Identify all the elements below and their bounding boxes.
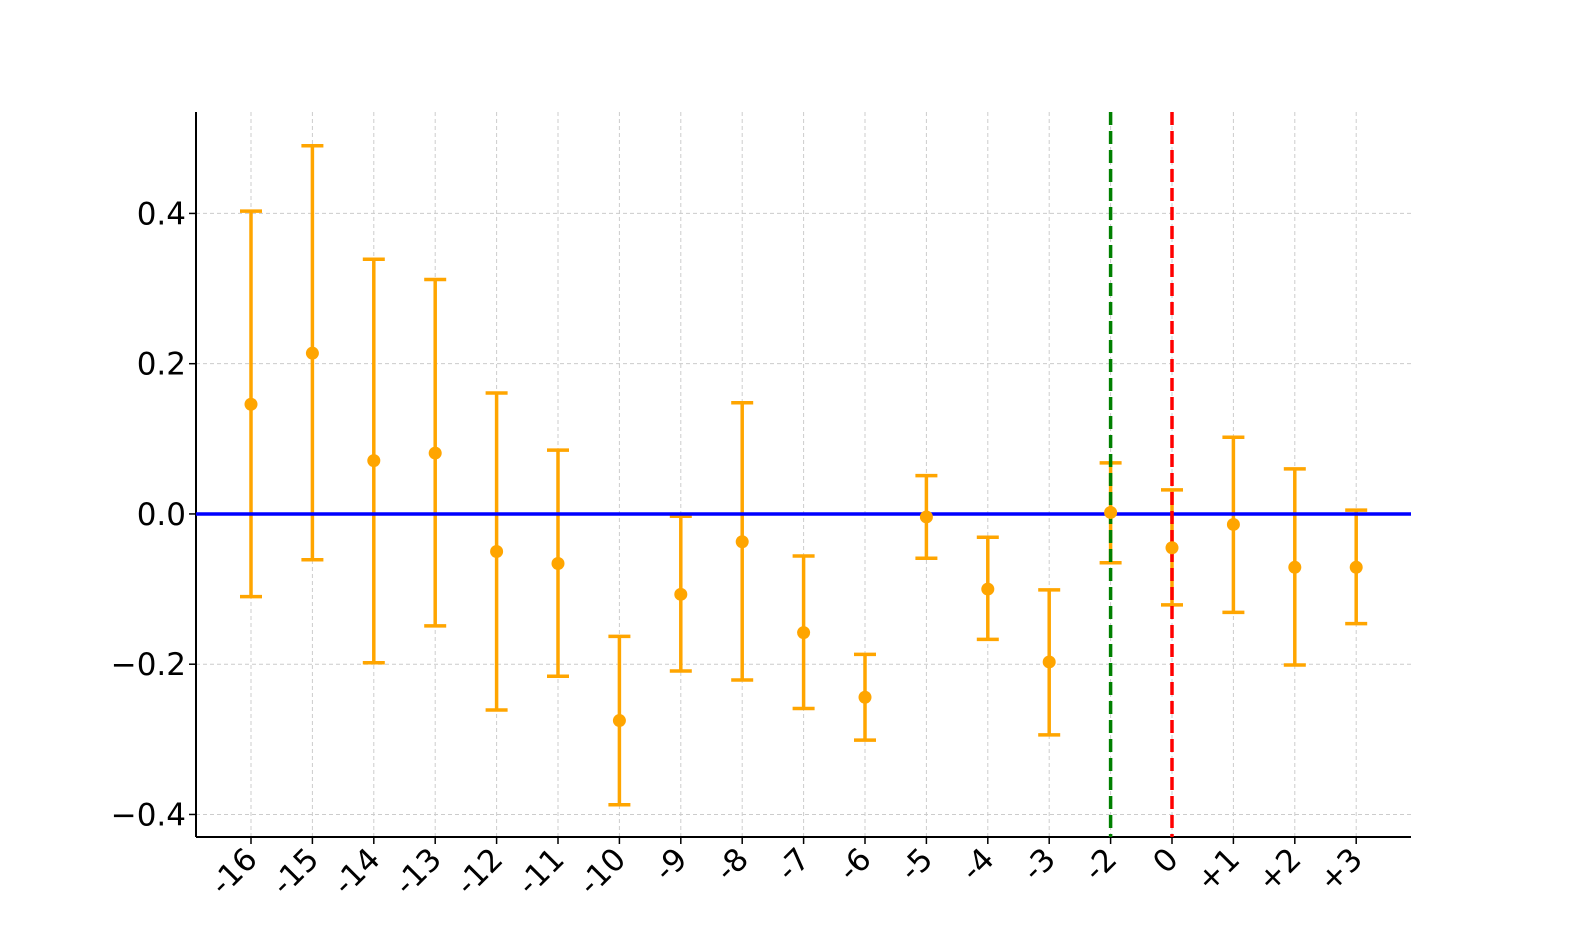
x-tick-label: -8	[709, 841, 756, 888]
estimate-point	[1165, 541, 1179, 555]
y-tick-label: −0.2	[111, 647, 186, 683]
estimate-point	[1104, 505, 1118, 519]
estimate-point	[367, 454, 381, 468]
estimate-point	[551, 557, 565, 571]
y-tick-label: 0.0	[137, 497, 186, 533]
estimate-point	[981, 582, 995, 596]
estimate-point	[1042, 655, 1056, 669]
x-tick-label: -15	[265, 841, 326, 902]
estimate-point	[1288, 560, 1302, 574]
x-tick-label: -13	[388, 841, 449, 902]
y-tick-label: −0.4	[111, 797, 186, 833]
y-tick-label: 0.2	[137, 347, 186, 383]
estimate-point	[1349, 560, 1363, 574]
x-tick-label: -10	[572, 841, 633, 902]
x-tick-label: -2	[1077, 841, 1124, 888]
x-tick-label: +3	[1312, 841, 1370, 899]
estimate-point	[919, 510, 933, 524]
x-tick-label: +1	[1189, 841, 1247, 899]
estimate-point	[490, 545, 504, 559]
x-tick-label: -4	[954, 841, 1001, 888]
estimate-point	[1226, 517, 1240, 531]
x-tick-label: -14	[326, 841, 387, 902]
x-tick-label: -11	[510, 841, 571, 902]
x-tick-label: +2	[1251, 841, 1309, 899]
x-tick-label: -3	[1016, 841, 1063, 888]
x-tick-label: -6	[831, 841, 878, 888]
x-tick-label: 0	[1146, 841, 1185, 880]
x-tick-label: -5	[893, 841, 940, 888]
estimate-point	[428, 446, 442, 460]
estimate-point	[674, 587, 688, 601]
estimate-point	[735, 535, 749, 549]
estimate-point	[305, 346, 319, 360]
x-tick-label: -9	[647, 841, 694, 888]
estimate-point	[858, 690, 872, 704]
x-tick-label: -7	[770, 841, 817, 888]
x-tick-label: -16	[203, 841, 264, 902]
estimate-point	[244, 397, 258, 411]
estimate-point	[797, 626, 811, 640]
x-tick-label: -12	[449, 841, 510, 902]
estimate-point	[612, 714, 626, 728]
y-tick-label: 0.4	[137, 196, 186, 232]
